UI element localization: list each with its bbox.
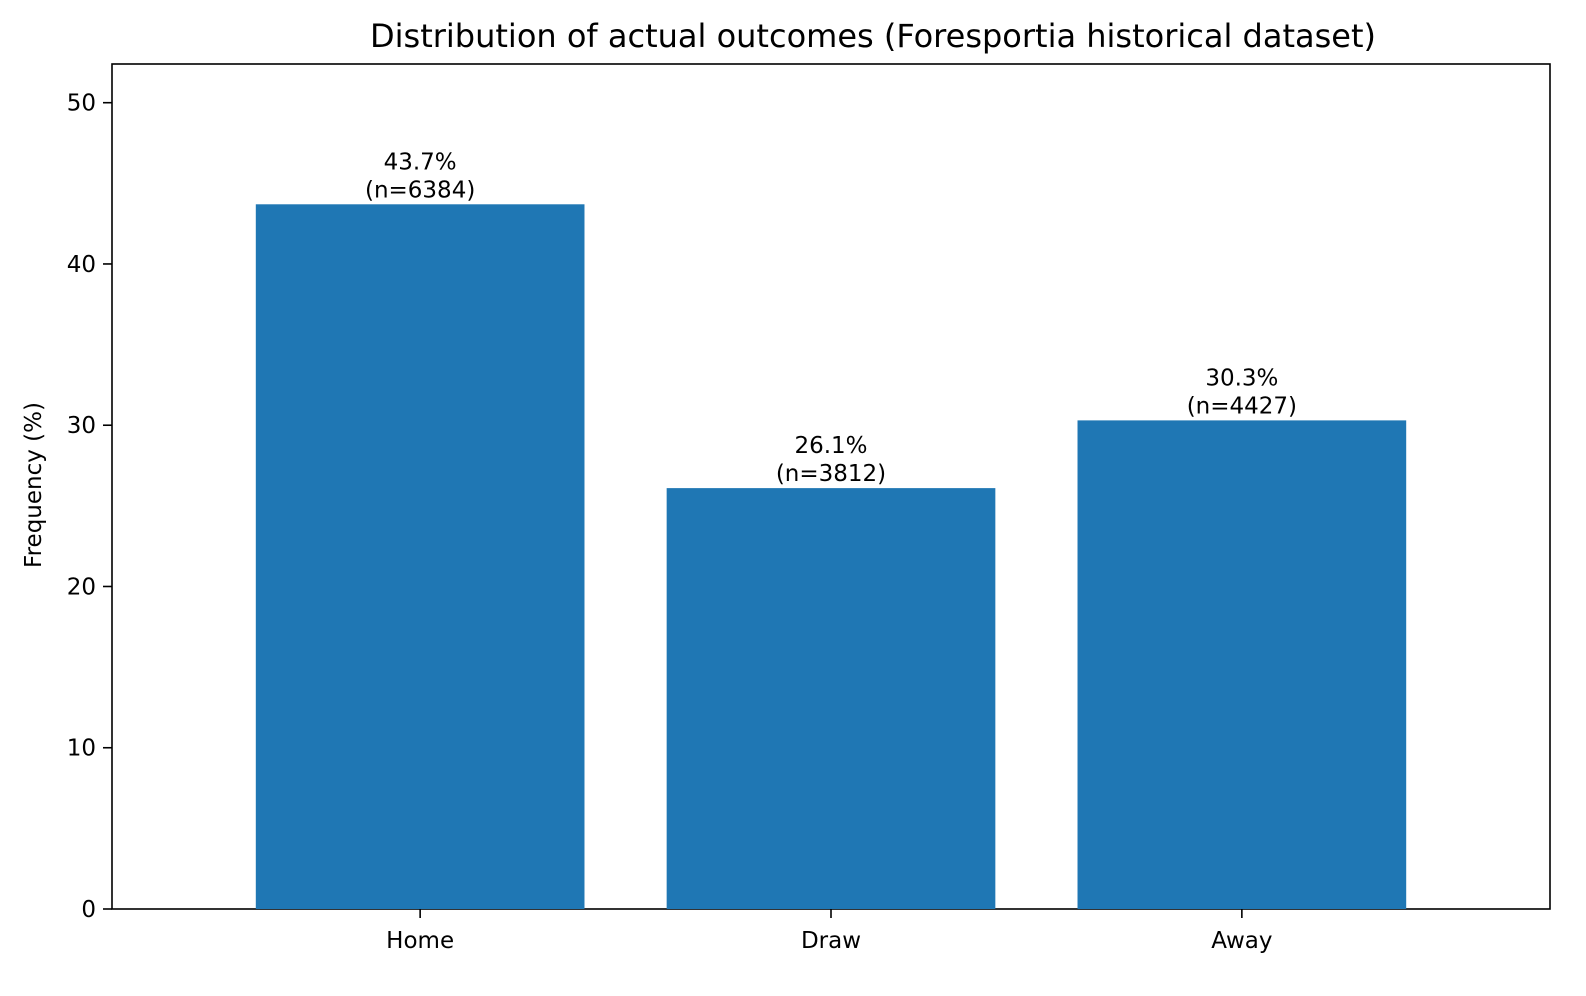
bar-value-label: 30.3% [1205,365,1278,391]
bar-value-labels: 43.7%(n=6384) 26.1%(n=3812) 30.3%(n=4427) [365,149,1297,487]
y-tick-label: 20 [67,574,96,600]
bar-value-label: 43.7% [384,149,457,175]
y-tick-label: 40 [67,252,96,278]
x-tick-label: Home [386,928,454,954]
y-tick-label: 30 [67,413,96,439]
x-tick-label: Away [1211,928,1272,954]
bar-count-label: (n=4427) [1187,393,1297,419]
y-tick-label: 0 [81,897,96,923]
y-axis-label: Frequency (%) [21,402,47,568]
x-tick-label: Draw [801,928,861,954]
bar-draw [666,488,996,909]
chart-title: Distribution of actual outcomes (Forespo… [370,17,1376,55]
bar-away [1077,420,1407,909]
bar-home [255,204,585,910]
bar-count-label: (n=6384) [365,177,475,203]
y-axis-ticks: 0 10 20 30 40 50 [67,91,112,923]
y-tick-label: 50 [67,91,96,117]
bars [255,204,1407,910]
bar-value-label: 26.1% [794,433,867,459]
bar-count-label: (n=3812) [776,461,886,487]
x-axis-ticks: Home Draw Away [386,909,1273,954]
y-tick-label: 10 [67,736,96,762]
